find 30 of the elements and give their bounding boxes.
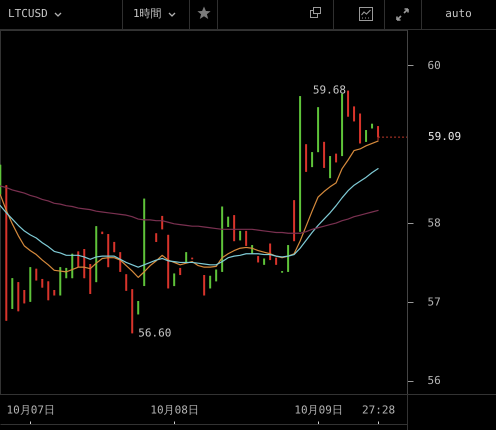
- x-tick-label: 10月08日: [150, 404, 199, 416]
- line-series: [0, 185, 379, 234]
- candlestick: [245, 230, 248, 246]
- candlestick: [125, 274, 128, 292]
- x-tick-label: 27:28: [362, 404, 396, 416]
- candlestick: [137, 300, 140, 315]
- candlestick: [353, 106, 356, 122]
- candlestick: [203, 274, 206, 296]
- y-tick-label: 58: [428, 216, 441, 230]
- text: auto: [444, 7, 473, 21]
- line-series: [0, 168, 379, 268]
- text: 59.09: [428, 130, 462, 144]
- candlestick: [377, 126, 380, 141]
- candlestick: [365, 130, 368, 142]
- annotation: 56.60: [138, 326, 172, 340]
- y-tick-label: 57: [428, 295, 441, 308]
- y-tick-label: 60: [428, 58, 441, 72]
- candlestick: [23, 290, 26, 304]
- candlestick: [215, 269, 218, 282]
- candlestick: [209, 275, 212, 289]
- text: 1時間: [133, 7, 162, 21]
- line-series: [0, 140, 379, 278]
- annotation: 59.68: [312, 84, 346, 97]
- y-tick-label: 56: [428, 374, 441, 388]
- candlestick: [227, 216, 230, 228]
- chart-title: LTCUSD: [8, 7, 48, 21]
- x-tick-label: 10月09日: [294, 404, 343, 416]
- x-tick-label: 10月07日: [6, 404, 56, 416]
- candlestick: [311, 152, 314, 168]
- candlestick: [329, 156, 332, 179]
